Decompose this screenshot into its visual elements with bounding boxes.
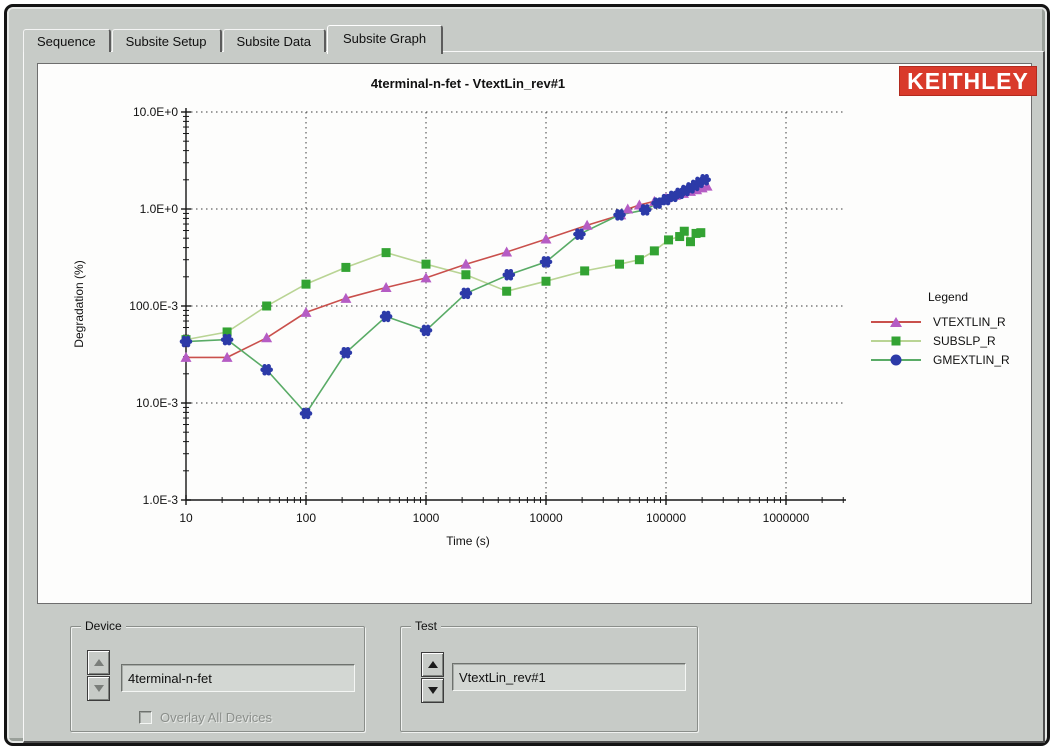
svg-text:1.0E+0: 1.0E+0 xyxy=(140,202,179,216)
test-group-title: Test xyxy=(411,619,442,633)
legend-label-gmextlin: GMEXTLIN_R xyxy=(933,352,1010,367)
legend-row-vtextlin: VTEXTLIN_R xyxy=(871,312,1031,331)
series-lines xyxy=(185,179,708,415)
tab-subsite-setup-label: Subsite Setup xyxy=(125,33,207,49)
triangle-marker-icon xyxy=(890,316,902,327)
test-spinner xyxy=(421,652,444,703)
device-name-field[interactable] xyxy=(121,664,355,692)
overlay-all-devices-row: Overlay All Devices xyxy=(139,710,272,725)
markers-subslp_r xyxy=(181,226,706,345)
tab-bar: Sequence Subsite Setup Subsite Data Subs… xyxy=(23,22,444,54)
subsite-graph-page: 4terminal-n-fet - VtextLin_rev#1 KEITHLE… xyxy=(23,51,1045,743)
tab-subsite-graph[interactable]: Subsite Graph xyxy=(326,25,444,54)
tab-sequence-label: Sequence xyxy=(37,33,96,49)
test-name-field[interactable] xyxy=(452,663,686,691)
x-axis-label: Time (s) xyxy=(446,534,490,548)
tick-labels: 10.0E+0 1.0E+0 100.0E-3 10.0E-3 1.0E-310 100 1… xyxy=(129,105,809,525)
legend-label-subslp: SUBSLP_R xyxy=(933,333,996,348)
graph-panel: 4terminal-n-fet - VtextLin_rev#1 KEITHLE… xyxy=(37,63,1037,604)
down-arrow-icon xyxy=(93,685,104,692)
device-group-title: Device xyxy=(81,619,126,633)
gmextlin-legend-marker xyxy=(871,354,921,366)
tab-subsite-data[interactable]: Subsite Data xyxy=(222,29,326,52)
svg-text:10: 10 xyxy=(179,511,193,525)
square-marker-icon xyxy=(891,336,901,345)
svg-text:100000: 100000 xyxy=(646,511,686,525)
legend-row-subslp: SUBSLP_R xyxy=(871,331,1031,350)
flower-marker-icon xyxy=(890,354,902,365)
device-spin-down-button[interactable] xyxy=(87,676,110,701)
series-line-gmextlin_r xyxy=(185,179,706,415)
up-arrow-icon xyxy=(427,661,438,668)
overlay-all-devices-label: Overlay All Devices xyxy=(160,710,272,725)
svg-text:1.0E-3: 1.0E-3 xyxy=(143,493,179,507)
device-spinner xyxy=(87,650,110,701)
tab-subsite-data-label: Subsite Data xyxy=(236,33,311,49)
svg-text:1000000: 1000000 xyxy=(763,511,810,525)
axes xyxy=(181,108,846,505)
subslp-legend-marker xyxy=(871,335,921,347)
test-group: Test xyxy=(400,619,698,732)
svg-text:10000: 10000 xyxy=(529,511,563,525)
gridlines xyxy=(186,111,846,500)
series-line-subslp_r xyxy=(185,229,701,341)
svg-text:100.0E-3: 100.0E-3 xyxy=(129,299,178,313)
markers-gmextlin_r xyxy=(179,174,711,420)
legend-title: Legend xyxy=(928,290,969,304)
vtextlin-legend-marker xyxy=(871,316,921,328)
device-spin-up-button[interactable] xyxy=(87,650,110,675)
overlay-all-devices-checkbox[interactable] xyxy=(139,711,152,724)
tab-subsite-graph-label: Subsite Graph xyxy=(342,30,427,46)
svg-text:1000: 1000 xyxy=(413,511,440,525)
down-arrow-icon xyxy=(427,687,438,694)
chart-legend: Legend VTEXTLIN_R SUBSLP_R GMEXTLIN_R xyxy=(871,290,1031,369)
series-markers xyxy=(179,174,713,420)
svg-text:10.0E-3: 10.0E-3 xyxy=(136,396,178,410)
svg-text:10.0E+0: 10.0E+0 xyxy=(133,105,178,119)
keithley-logo: KEITHLEY xyxy=(899,66,1037,96)
chart-title: 4terminal-n-fet - VtextLin_rev#1 xyxy=(370,76,566,91)
tab-sequence[interactable]: Sequence xyxy=(23,29,111,52)
test-spin-up-button[interactable] xyxy=(421,652,444,677)
device-group: Device Overlay All Devices xyxy=(70,619,365,732)
up-arrow-icon xyxy=(93,659,104,666)
svg-text:100: 100 xyxy=(296,511,316,525)
test-spin-down-button[interactable] xyxy=(421,678,444,703)
legend-label-vtextlin: VTEXTLIN_R xyxy=(933,314,1006,329)
degradation-chart: 10.0E+0 1.0E+0 100.0E-3 10.0E-3 1.0E-310 100 1… xyxy=(129,105,846,525)
tab-subsite-setup[interactable]: Subsite Setup xyxy=(111,29,222,52)
application-window: Sequence Subsite Setup Subsite Data Subs… xyxy=(4,4,1050,746)
legend-row-gmextlin: GMEXTLIN_R xyxy=(871,350,1031,369)
